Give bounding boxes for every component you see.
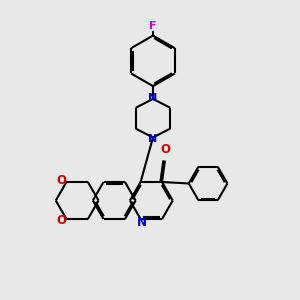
Text: N: N bbox=[148, 134, 158, 144]
Text: F: F bbox=[149, 20, 157, 31]
Text: N: N bbox=[148, 93, 158, 103]
Text: O: O bbox=[57, 214, 67, 227]
Text: O: O bbox=[160, 143, 170, 156]
Text: N: N bbox=[136, 215, 146, 229]
Text: O: O bbox=[57, 174, 67, 187]
